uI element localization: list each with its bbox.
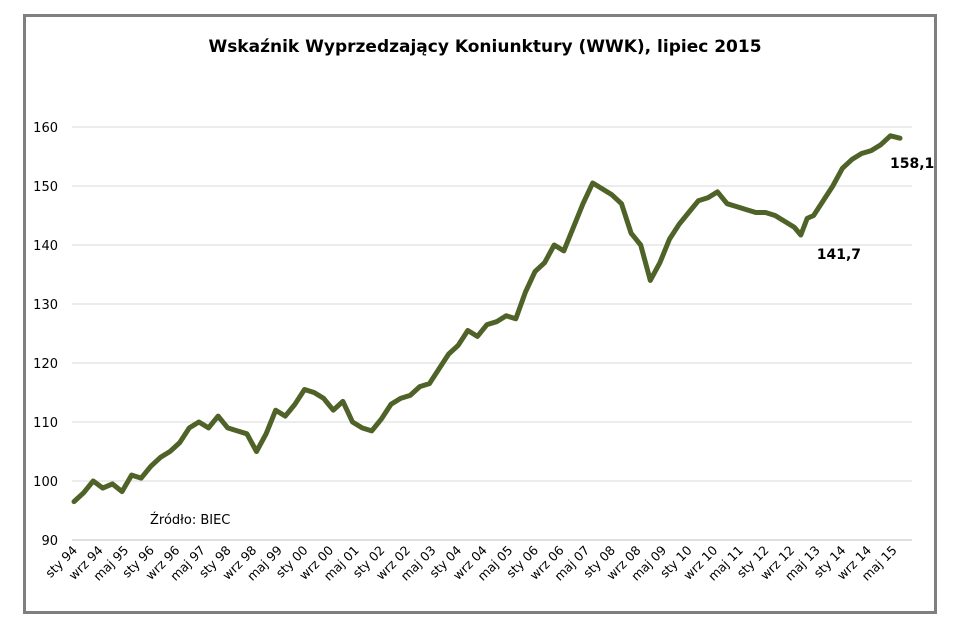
annotations: 141,7 158,1: [817, 156, 935, 263]
data-label: 158,1: [890, 156, 934, 172]
y-tick-label: 140: [33, 239, 58, 254]
chart-frame: [23, 14, 937, 614]
y-axis-ticks: 90 100 110 120 130 140 150 160: [33, 121, 58, 549]
y-tick-label: 90: [41, 534, 58, 549]
grid-lines: [72, 126, 912, 541]
chart-title: Wskaźnik Wyprzedzający Koniunktury (WWK)…: [208, 37, 761, 57]
series-line: [71, 133, 903, 505]
data-label: 141,7: [817, 247, 861, 263]
y-tick-label: 110: [33, 416, 58, 431]
y-tick-label: 150: [33, 180, 58, 195]
y-tick-label: 120: [33, 357, 58, 372]
y-tick-label: 130: [33, 298, 58, 313]
source-note: Źródło: BIEC: [150, 512, 230, 528]
y-tick-label: 160: [33, 121, 58, 136]
y-tick-label: 100: [33, 475, 58, 490]
series-layer: [71, 133, 903, 505]
